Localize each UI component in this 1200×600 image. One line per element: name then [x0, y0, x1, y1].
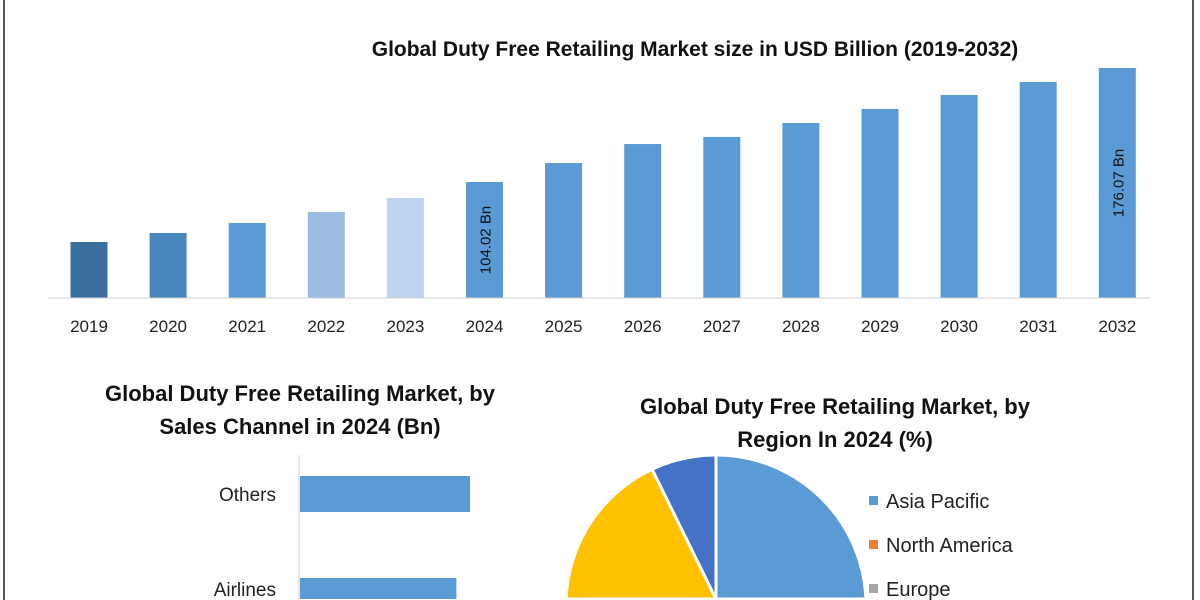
- legend-swatch: [869, 540, 878, 549]
- bar-2019: [70, 241, 108, 298]
- data-label-2032: 176.07 Bn: [1110, 149, 1127, 217]
- hbar-others: [300, 476, 470, 512]
- category-label: Others: [219, 485, 276, 506]
- bar-2025: [545, 163, 583, 298]
- data-label-2024: 104.02 Bn: [478, 206, 495, 274]
- infographic-frame: [3, 0, 1194, 600]
- legend-swatch: [869, 584, 878, 593]
- bar-2029: [861, 108, 899, 298]
- x-tick-label: 2030: [940, 317, 978, 336]
- x-tick-label: 2019: [70, 317, 108, 336]
- sales-channel-title-line-1: Global Duty Free Retailing Market, by: [105, 381, 496, 406]
- category-label: Airlines: [214, 580, 276, 600]
- legend-label: Europe: [886, 579, 951, 600]
- x-tick-label: 2027: [703, 317, 741, 336]
- x-tick-label: 2032: [1098, 317, 1136, 336]
- legend-label: North America: [886, 535, 1014, 557]
- x-tick-label: 2028: [782, 317, 820, 336]
- bar-2027: [703, 136, 741, 298]
- bar-2024: [466, 181, 503, 298]
- bar-2020: [149, 232, 187, 298]
- legend-swatch: [869, 496, 878, 505]
- hbar-airlines: [300, 578, 457, 599]
- legend-label: Asia Pacific: [886, 491, 989, 513]
- bar-chart-title: Global Duty Free Retailing Market size i…: [372, 38, 1019, 61]
- bar-2030: [940, 94, 978, 298]
- x-tick-label: 2023: [386, 317, 424, 336]
- x-tick-label: 2020: [149, 317, 187, 336]
- x-tick-label: 2026: [624, 317, 662, 336]
- pie-slice-4: [650, 453, 718, 600]
- bar-2026: [624, 144, 662, 298]
- x-tick-label: 2021: [228, 317, 266, 336]
- x-tick-label: 2031: [1019, 317, 1057, 336]
- bar-2023: [386, 198, 424, 298]
- pie-slice-0: [714, 453, 869, 600]
- x-tick-label: 2022: [307, 317, 345, 336]
- x-tick-label: 2029: [861, 317, 899, 336]
- pie-slice-3: [564, 467, 719, 600]
- sales-channel-title-line-2: Sales Channel in 2024 (Bn): [159, 414, 440, 439]
- bar-2031: [1019, 82, 1057, 299]
- bar-2032: [1098, 67, 1136, 298]
- bar-2028: [782, 123, 820, 298]
- region-title-line-1: Global Duty Free Retailing Market, by: [640, 394, 1031, 419]
- region-title-line-2: Region In 2024 (%): [737, 427, 933, 452]
- x-tick-label: 2024: [466, 317, 504, 336]
- bar-2021: [228, 223, 266, 298]
- x-tick-label: 2025: [545, 317, 583, 336]
- bar-2022: [307, 211, 345, 298]
